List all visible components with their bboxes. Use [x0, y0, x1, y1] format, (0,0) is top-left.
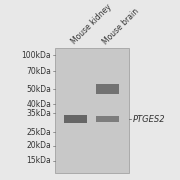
Bar	[64, 115, 87, 123]
Text: 15kDa: 15kDa	[26, 156, 51, 165]
Text: 50kDa: 50kDa	[26, 85, 51, 94]
Text: 100kDa: 100kDa	[21, 51, 51, 60]
Text: Mouse brain: Mouse brain	[101, 6, 141, 46]
Text: 25kDa: 25kDa	[26, 128, 51, 137]
Text: PTGES2: PTGES2	[132, 115, 165, 124]
Bar	[96, 116, 119, 122]
Text: 20kDa: 20kDa	[26, 141, 51, 150]
Text: 40kDa: 40kDa	[26, 100, 51, 109]
Bar	[55, 48, 129, 173]
Bar	[96, 84, 119, 94]
Text: 70kDa: 70kDa	[26, 67, 51, 76]
Text: 35kDa: 35kDa	[26, 109, 51, 118]
Text: Mouse kidney: Mouse kidney	[69, 3, 113, 46]
